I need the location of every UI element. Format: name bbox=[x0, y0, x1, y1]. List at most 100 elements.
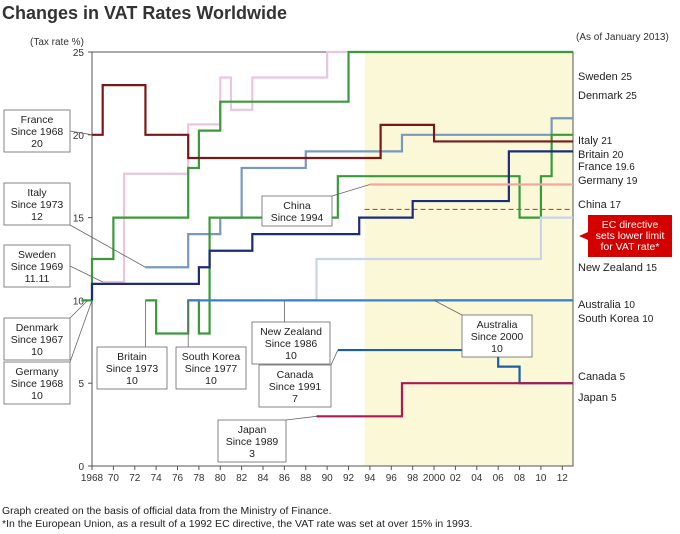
intro-label-text: Australia bbox=[477, 319, 518, 331]
series-line-france bbox=[92, 84, 573, 160]
x-tick-label: 70 bbox=[108, 473, 120, 484]
intro-label-text: 10 bbox=[31, 346, 43, 358]
intro-label-text: 10 bbox=[126, 375, 138, 387]
intro-label-text: 3 bbox=[249, 448, 255, 460]
x-tick-label: 72 bbox=[129, 473, 141, 484]
x-tick-label: 82 bbox=[236, 473, 248, 484]
intro-label-text: 10 bbox=[285, 350, 297, 362]
intro-label-text: New Zealand bbox=[260, 326, 322, 338]
intro-label-text: 10 bbox=[205, 375, 217, 387]
intro-label-text: Italy bbox=[27, 187, 47, 199]
intro-label-text: China bbox=[283, 200, 311, 212]
x-tick-label: 88 bbox=[300, 473, 312, 484]
leader-line bbox=[69, 300, 89, 319]
y-tick-label: 0 bbox=[78, 462, 84, 473]
intro-label-box bbox=[3, 317, 71, 361]
intro-label-box bbox=[258, 364, 332, 408]
intro-label-text: South Korea bbox=[182, 351, 241, 363]
x-tick-label: 06 bbox=[493, 473, 505, 484]
intro-label-text: Since 1973 bbox=[11, 199, 64, 211]
end-label-germany: Germany 19 bbox=[578, 175, 638, 187]
x-tick-label: 92 bbox=[343, 473, 355, 484]
intro-label-text: Since 1969 bbox=[11, 261, 64, 273]
y-tick-label: 25 bbox=[73, 48, 85, 59]
chart-title: Changes in VAT Rates Worldwide bbox=[2, 3, 288, 23]
intro-label-text: Canada bbox=[277, 369, 314, 381]
intro-label-text: Since 1991 bbox=[269, 381, 322, 393]
intro-label-text: Britain bbox=[117, 351, 147, 363]
series-line-denmark bbox=[81, 50, 573, 302]
intro-label-text: Since 1977 bbox=[185, 363, 238, 375]
intro-label-text: Since 1973 bbox=[106, 363, 159, 375]
intro-label-box bbox=[217, 419, 287, 463]
x-tick-label: 98 bbox=[407, 473, 419, 484]
intro-label-text: 20 bbox=[31, 138, 43, 150]
intro-label-text: Japan bbox=[238, 424, 267, 436]
intro-label-text: 7 bbox=[292, 393, 298, 405]
x-tick-label: 04 bbox=[471, 473, 483, 484]
intro-label-text: France bbox=[21, 114, 54, 126]
intro-label-box bbox=[3, 109, 71, 153]
y-tick-label: 10 bbox=[73, 296, 85, 307]
intro-label-box bbox=[461, 314, 533, 358]
ec-callout-text: sets lower limit bbox=[596, 230, 665, 242]
intro-label-text: Since 1994 bbox=[271, 212, 324, 224]
x-tick-label: 02 bbox=[450, 473, 462, 484]
x-tick-label: 1968 bbox=[81, 473, 104, 484]
y-tick-label: 15 bbox=[73, 214, 85, 225]
end-label-australia: Australia 10 bbox=[578, 299, 635, 311]
intro-label-text: Since 1967 bbox=[11, 334, 64, 346]
intro-label-box bbox=[3, 361, 71, 405]
x-tick-label: 86 bbox=[279, 473, 291, 484]
intro-label-text: Germany bbox=[15, 366, 59, 378]
end-label-italy: Italy 21 bbox=[578, 135, 613, 147]
intro-label-text: Sweden bbox=[18, 249, 56, 261]
y-axis-label: (Tax rate %) bbox=[30, 37, 84, 48]
y-tick-label: 5 bbox=[78, 379, 84, 390]
intro-label-box bbox=[96, 346, 168, 390]
intro-label-text: 10 bbox=[31, 390, 43, 402]
intro-label-box bbox=[251, 321, 331, 365]
y-tick-label: 20 bbox=[73, 131, 85, 142]
leader-line bbox=[285, 415, 317, 421]
x-tick-label: 74 bbox=[151, 473, 163, 484]
leader-line bbox=[69, 265, 103, 283]
end-label-sweden: Sweden 25 bbox=[578, 71, 632, 83]
intro-label-text: Since 1986 bbox=[265, 338, 318, 350]
intro-label-box bbox=[175, 346, 247, 390]
x-tick-label: 12 bbox=[557, 473, 569, 484]
leader-line bbox=[330, 349, 339, 366]
end-label-britain: Britain 20 bbox=[578, 149, 624, 161]
x-tick-label: 90 bbox=[322, 473, 334, 484]
intro-label-text: Denmark bbox=[16, 322, 59, 334]
series-line-germany bbox=[90, 150, 573, 301]
end-label-china: China 17 bbox=[578, 199, 621, 211]
intro-label-text: Since 2000 bbox=[471, 331, 524, 343]
x-tick-label: 78 bbox=[193, 473, 205, 484]
footnote-ec: *In the European Union, as a result of a… bbox=[2, 518, 473, 530]
leader-line bbox=[69, 300, 93, 363]
intro-label-text: Since 1989 bbox=[226, 436, 279, 448]
end-label-japan: Japan 5 bbox=[578, 392, 617, 404]
leader-line bbox=[331, 184, 371, 197]
ec-callout-box bbox=[579, 215, 672, 257]
x-tick-label: 10 bbox=[535, 473, 547, 484]
intro-label-text: Since 1968 bbox=[11, 126, 64, 138]
intro-label-box bbox=[261, 195, 333, 227]
end-label-canada: Canada 5 bbox=[578, 371, 626, 383]
series-line-italy bbox=[145, 117, 573, 269]
intro-label-text: 11.11 bbox=[25, 273, 50, 285]
ec-callout-text: EC directive bbox=[602, 219, 659, 231]
leader-line bbox=[433, 300, 463, 316]
